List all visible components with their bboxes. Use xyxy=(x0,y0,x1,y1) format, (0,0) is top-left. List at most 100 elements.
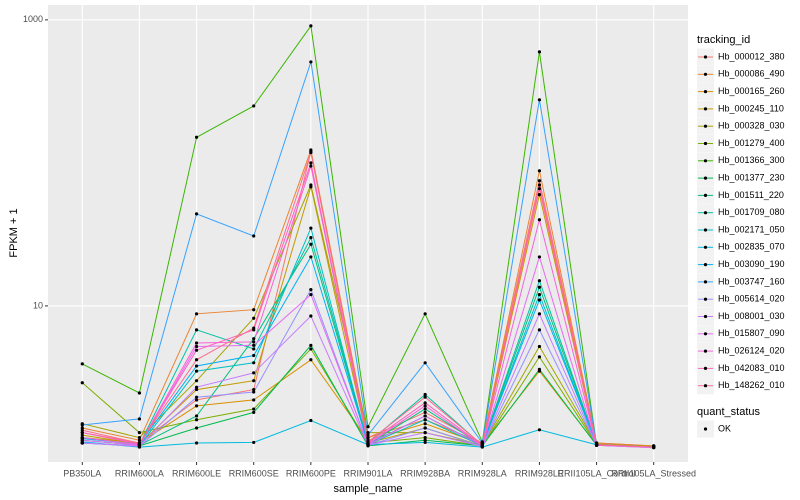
legend-point xyxy=(703,280,708,284)
point xyxy=(252,308,256,312)
point xyxy=(309,347,313,351)
legend-point xyxy=(703,263,708,267)
point xyxy=(194,398,199,402)
point xyxy=(537,344,542,349)
point xyxy=(537,192,542,197)
y-tick-label: 10 xyxy=(33,300,43,310)
legend-label: Hb_000165_260 xyxy=(718,86,785,96)
point xyxy=(137,435,142,440)
point xyxy=(137,417,142,421)
point xyxy=(194,441,199,445)
legend-point xyxy=(703,211,708,215)
point xyxy=(252,371,256,375)
point xyxy=(309,292,313,297)
x-tick-label: RRIM928LE xyxy=(515,468,564,478)
point xyxy=(252,379,256,383)
legend-point xyxy=(703,141,708,146)
point xyxy=(194,328,199,332)
point xyxy=(423,414,427,418)
x-tick-label: RRIM928BA xyxy=(400,468,450,478)
legend-point xyxy=(703,176,708,180)
point xyxy=(537,292,542,297)
point xyxy=(537,285,542,289)
point xyxy=(423,435,427,440)
point xyxy=(309,287,313,292)
point xyxy=(137,438,142,442)
x-tick-label: RRII105LA_Control xyxy=(558,468,636,478)
point xyxy=(594,443,599,447)
point xyxy=(252,387,256,392)
point xyxy=(252,340,256,344)
point xyxy=(252,347,256,351)
legend-point xyxy=(703,366,708,370)
legend-point xyxy=(703,72,708,76)
point xyxy=(252,353,256,358)
point xyxy=(423,361,427,365)
point xyxy=(309,358,313,362)
point xyxy=(423,410,427,415)
point xyxy=(80,435,84,440)
point xyxy=(80,431,84,435)
point xyxy=(537,169,542,173)
point xyxy=(252,326,256,330)
x-tick-label: RRIM901LA xyxy=(343,468,392,478)
x-tick-label: RRIM600SE xyxy=(229,468,279,478)
legend-label: Hb_042083_010 xyxy=(718,363,785,373)
point xyxy=(309,150,313,155)
x-tick-label: RRIM600PE xyxy=(286,468,336,478)
x-tick-label: RRIM928LA xyxy=(458,468,507,478)
point xyxy=(309,24,313,28)
point xyxy=(537,98,542,102)
legend-label: Hb_000012_380 xyxy=(718,51,785,61)
point xyxy=(309,236,313,240)
legend-label: Hb_026124_020 xyxy=(718,345,785,355)
point xyxy=(194,385,199,389)
legend-label: Hb_002171_050 xyxy=(718,224,785,234)
x-tick-label: PB350LA xyxy=(63,468,101,478)
point xyxy=(194,341,199,345)
point xyxy=(252,390,256,394)
point xyxy=(194,369,199,373)
point xyxy=(194,418,199,422)
point xyxy=(423,407,427,411)
point xyxy=(194,212,199,216)
x-tick-label: RRII105LA_Stressed xyxy=(611,468,696,478)
point xyxy=(309,242,313,246)
legend-point xyxy=(703,159,708,163)
point xyxy=(309,314,313,318)
point xyxy=(194,348,199,352)
x-axis-title: sample_name xyxy=(333,483,402,495)
point xyxy=(423,392,427,397)
point xyxy=(252,337,256,341)
legend-point xyxy=(703,193,708,197)
point xyxy=(309,418,313,423)
point xyxy=(80,441,84,445)
point xyxy=(537,312,542,316)
legend-point xyxy=(703,107,708,111)
point xyxy=(194,404,199,408)
legend-label: Hb_003090_190 xyxy=(718,259,785,269)
point xyxy=(537,355,542,359)
legend-label: OK xyxy=(718,423,731,433)
legend-label: Hb_001709_080 xyxy=(718,207,785,217)
point xyxy=(423,422,427,426)
legend-point xyxy=(703,124,708,128)
point xyxy=(194,414,199,418)
point xyxy=(252,316,256,320)
point xyxy=(309,255,313,259)
point xyxy=(80,423,84,427)
point xyxy=(537,279,542,283)
point xyxy=(252,410,256,415)
point xyxy=(366,425,370,429)
point xyxy=(537,298,542,302)
point xyxy=(537,428,542,432)
point xyxy=(423,431,427,435)
point xyxy=(80,381,84,385)
legend-point xyxy=(703,245,708,249)
point xyxy=(366,433,370,437)
legend-point xyxy=(703,297,708,301)
point xyxy=(194,135,199,139)
point xyxy=(194,387,199,392)
legend-label: Hb_003747_160 xyxy=(718,276,785,286)
